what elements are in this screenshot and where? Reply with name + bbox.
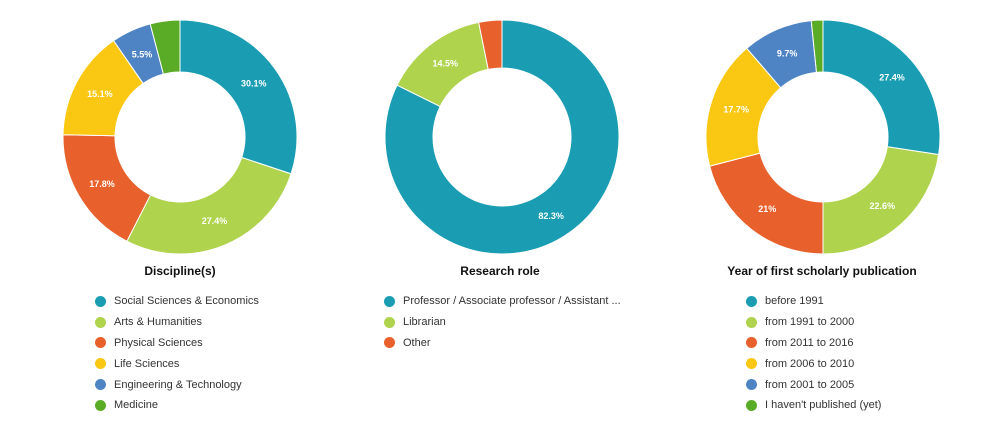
legend-swatch [746, 379, 757, 391]
slice-arts-humanities[interactable] [126, 156, 292, 255]
legend-swatch [384, 337, 395, 349]
legend-label: Life Sciences [114, 357, 180, 370]
slice-from-2011-to-2016[interactable] [709, 152, 824, 255]
slice-label-librarian: 14.5% [432, 58, 458, 68]
slice-other[interactable] [478, 19, 503, 70]
legend-swatch [95, 379, 106, 391]
legend-item-before-1991[interactable]: before 1991 [746, 291, 881, 312]
slice-professor-associate-professor-assistant[interactable] [384, 19, 620, 255]
legend-label: Physical Sciences [114, 336, 203, 349]
slice-label-from-2001-to-2005: 9.7% [777, 48, 798, 58]
legend-label: Social Sciences & Economics [114, 295, 259, 308]
donut-chart-discipline: 30.1% 27.4% 17.8% 15.1% 5.5% [62, 19, 298, 255]
legend-swatch [95, 337, 106, 349]
slice-label-life-sciences: 15.1% [87, 89, 113, 99]
legend-item-arts-humanities[interactable]: Arts & Humanities [95, 312, 259, 333]
chart-discipline: 30.1% 27.4% 17.8% 15.1% 5.5% Discipline(s) S… [30, 0, 330, 438]
legend-item-from-2006-to-2010[interactable]: from 2006 to 2010 [746, 353, 881, 374]
slice-label-social-sciences-economics: 30.1% [241, 79, 267, 89]
legend-label: before 1991 [765, 295, 824, 308]
legend-discipline: Social Sciences & Economics Arts & Humani… [95, 291, 259, 416]
legend-item-other[interactable]: Other [384, 333, 621, 354]
legend-item-medicine[interactable]: Medicine [95, 395, 259, 416]
legend-swatch [746, 399, 757, 411]
slice-label-before-1991: 27.4% [879, 73, 905, 83]
legend-swatch [746, 337, 757, 349]
donut-chart-research-role: 82.3% 14.5% [384, 19, 620, 255]
slice-medicine[interactable] [149, 19, 181, 75]
legend-label: Other [403, 336, 431, 349]
legend-research-role: Professor / Associate professor / Assist… [384, 291, 621, 353]
slice-before-1991[interactable] [822, 19, 941, 156]
legend-swatch [746, 316, 757, 328]
legend-first-publication-year: before 1991 from 1991 to 2000 from 2011 to… [746, 291, 881, 416]
legend-item-professor-associate-professor-assistant[interactable]: Professor / Associate professor / Assist… [384, 291, 621, 312]
legend-label: Arts & Humanities [114, 316, 203, 329]
legend-label: Engineering & Technology [114, 378, 242, 391]
slice-label-engineering-technology: 5.5% [132, 49, 153, 59]
legend-swatch [384, 316, 395, 328]
legend-item-engineering-technology[interactable]: Engineering & Technology [95, 374, 259, 395]
legend-label: from 2006 to 2010 [765, 357, 855, 370]
legend-item-physical-sciences[interactable]: Physical Sciences [95, 333, 259, 354]
legend-label: Medicine [114, 399, 159, 412]
legend-swatch [746, 358, 757, 370]
legend-label: Librarian [403, 316, 446, 329]
chart-title-research-role: Research role [460, 264, 540, 278]
legend-swatch [95, 358, 106, 370]
legend-item-social-sciences-economics[interactable]: Social Sciences & Economics [95, 291, 259, 312]
legend-label: I haven't published (yet) [765, 399, 882, 412]
chart-title-first-publication-year: Year of first scholarly publication [727, 264, 917, 278]
legend-label: from 2001 to 2005 [765, 378, 855, 391]
slice-social-sciences-economics[interactable] [179, 19, 298, 175]
legend-item-librarian[interactable]: Librarian [384, 312, 621, 333]
legend-label: Professor / Associate professor / Assist… [403, 295, 621, 308]
legend-item-from-2001-to-2005[interactable]: from 2001 to 2005 [746, 374, 881, 395]
donut-chart-first-publication-year: 27.4% 22.6% 21% 17.7% 9.7% [705, 19, 941, 255]
legend-swatch [746, 295, 757, 307]
slice-from-1991-to-2000[interactable] [822, 146, 940, 255]
slice-label-from-1991-to-2000: 22.6% [870, 201, 896, 211]
chart-first-publication-year: 27.4% 22.6% 21% 17.7% 9.7% Year of first sch… [672, 0, 972, 438]
legend-item-i-haven-t-published-yet[interactable]: I haven't published (yet) [746, 395, 881, 416]
legend-item-life-sciences[interactable]: Life Sciences [95, 353, 259, 374]
legend-swatch [95, 399, 106, 411]
slice-label-from-2011-to-2016: 21% [758, 204, 776, 214]
legend-item-from-1991-to-2000[interactable]: from 1991 to 2000 [746, 312, 881, 333]
slice-label-professor-associate-professor-assistant: 82.3% [538, 211, 564, 221]
chart-research-role: 82.3% 14.5% Research role Professor / Ass… [350, 0, 650, 438]
legend-swatch [95, 316, 106, 328]
legend-swatch [384, 295, 395, 307]
chart-title-discipline: Discipline(s) [144, 264, 216, 278]
legend-item-from-2011-to-2016[interactable]: from 2011 to 2016 [746, 333, 881, 354]
slice-label-arts-humanities: 27.4% [202, 216, 228, 226]
legend-label: from 2011 to 2016 [765, 336, 854, 349]
slice-label-from-2006-to-2010: 17.7% [723, 105, 749, 115]
slice-i-haven-t-published-yet[interactable] [810, 19, 824, 73]
slice-label-physical-sciences: 17.8% [89, 179, 115, 189]
legend-label: from 1991 to 2000 [765, 316, 855, 329]
legend-swatch [95, 295, 106, 307]
